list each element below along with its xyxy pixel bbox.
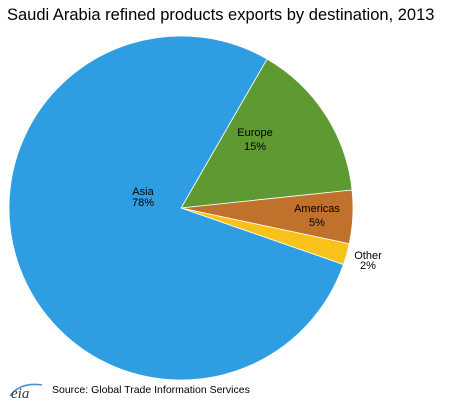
- eia-logo: eia: [9, 383, 43, 400]
- slice-label-americas: Americas: [294, 203, 340, 215]
- slice-value-americas: 5%: [309, 217, 325, 229]
- slice-label-other: Other: [354, 250, 382, 262]
- footer: eia Source: Global Trade Information Ser…: [8, 380, 250, 400]
- chart-title: Saudi Arabia refined products exports by…: [7, 6, 435, 24]
- pie-slice-europe: [180, 58, 353, 209]
- slice-value-asia: 78%: [132, 197, 154, 209]
- svg-text:eia: eia: [11, 386, 29, 400]
- source-note: Source: Global Trade Information Service…: [52, 384, 250, 396]
- slice-label-asia: Asia: [132, 186, 154, 198]
- slice-value-europe: 15%: [244, 141, 266, 153]
- slice-value-other: 2%: [360, 260, 376, 272]
- slice-label-europe: Europe: [237, 127, 272, 139]
- pie-slice-asia: [8, 35, 344, 381]
